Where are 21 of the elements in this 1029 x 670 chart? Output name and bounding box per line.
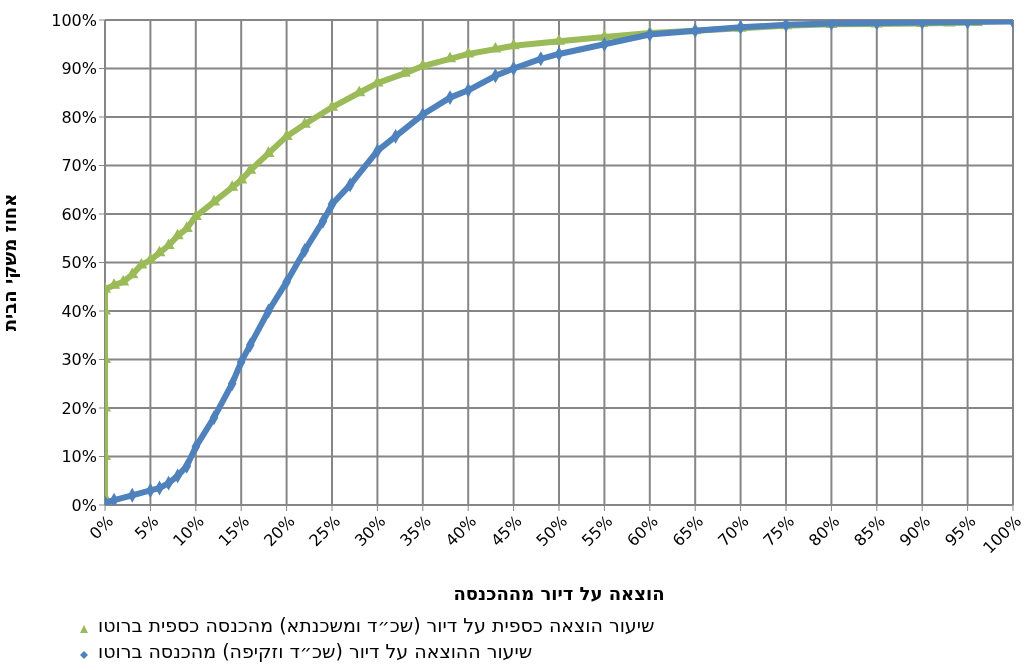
y-tick-label: 70% bbox=[61, 156, 97, 176]
point bbox=[244, 163, 257, 174]
point bbox=[189, 209, 202, 220]
point bbox=[135, 257, 148, 269]
point bbox=[552, 34, 566, 45]
y-tick-label: 40% bbox=[61, 301, 97, 321]
legend-label: שיעור ההוצאה על דיור (שכ״ד וזקיפה) מהכנסה ברוטו bbox=[98, 639, 533, 664]
y-tick-label: 90% bbox=[61, 59, 97, 79]
y-tick-label: 100% bbox=[51, 10, 97, 30]
point bbox=[171, 228, 184, 240]
y-tick-label: 20% bbox=[61, 398, 97, 418]
legend-label: שיעור הוצאה כספית על דיור (שכ״ד ומשכנתא) מהכנסה כספית ברוטו bbox=[98, 613, 655, 638]
y-tick-label: 60% bbox=[61, 204, 97, 224]
y-tick-label: 80% bbox=[61, 107, 97, 127]
y-tick-label: 10% bbox=[61, 447, 97, 467]
x-axis-title: הוצאה על דיור מההכנסה bbox=[453, 583, 665, 604]
point bbox=[507, 38, 520, 50]
y-tick-label: 30% bbox=[61, 350, 97, 370]
y-tick-label: 50% bbox=[61, 253, 97, 273]
y-axis-title: אחוז משקי הבית bbox=[0, 193, 21, 332]
x-tick-label: 5% bbox=[131, 511, 163, 543]
